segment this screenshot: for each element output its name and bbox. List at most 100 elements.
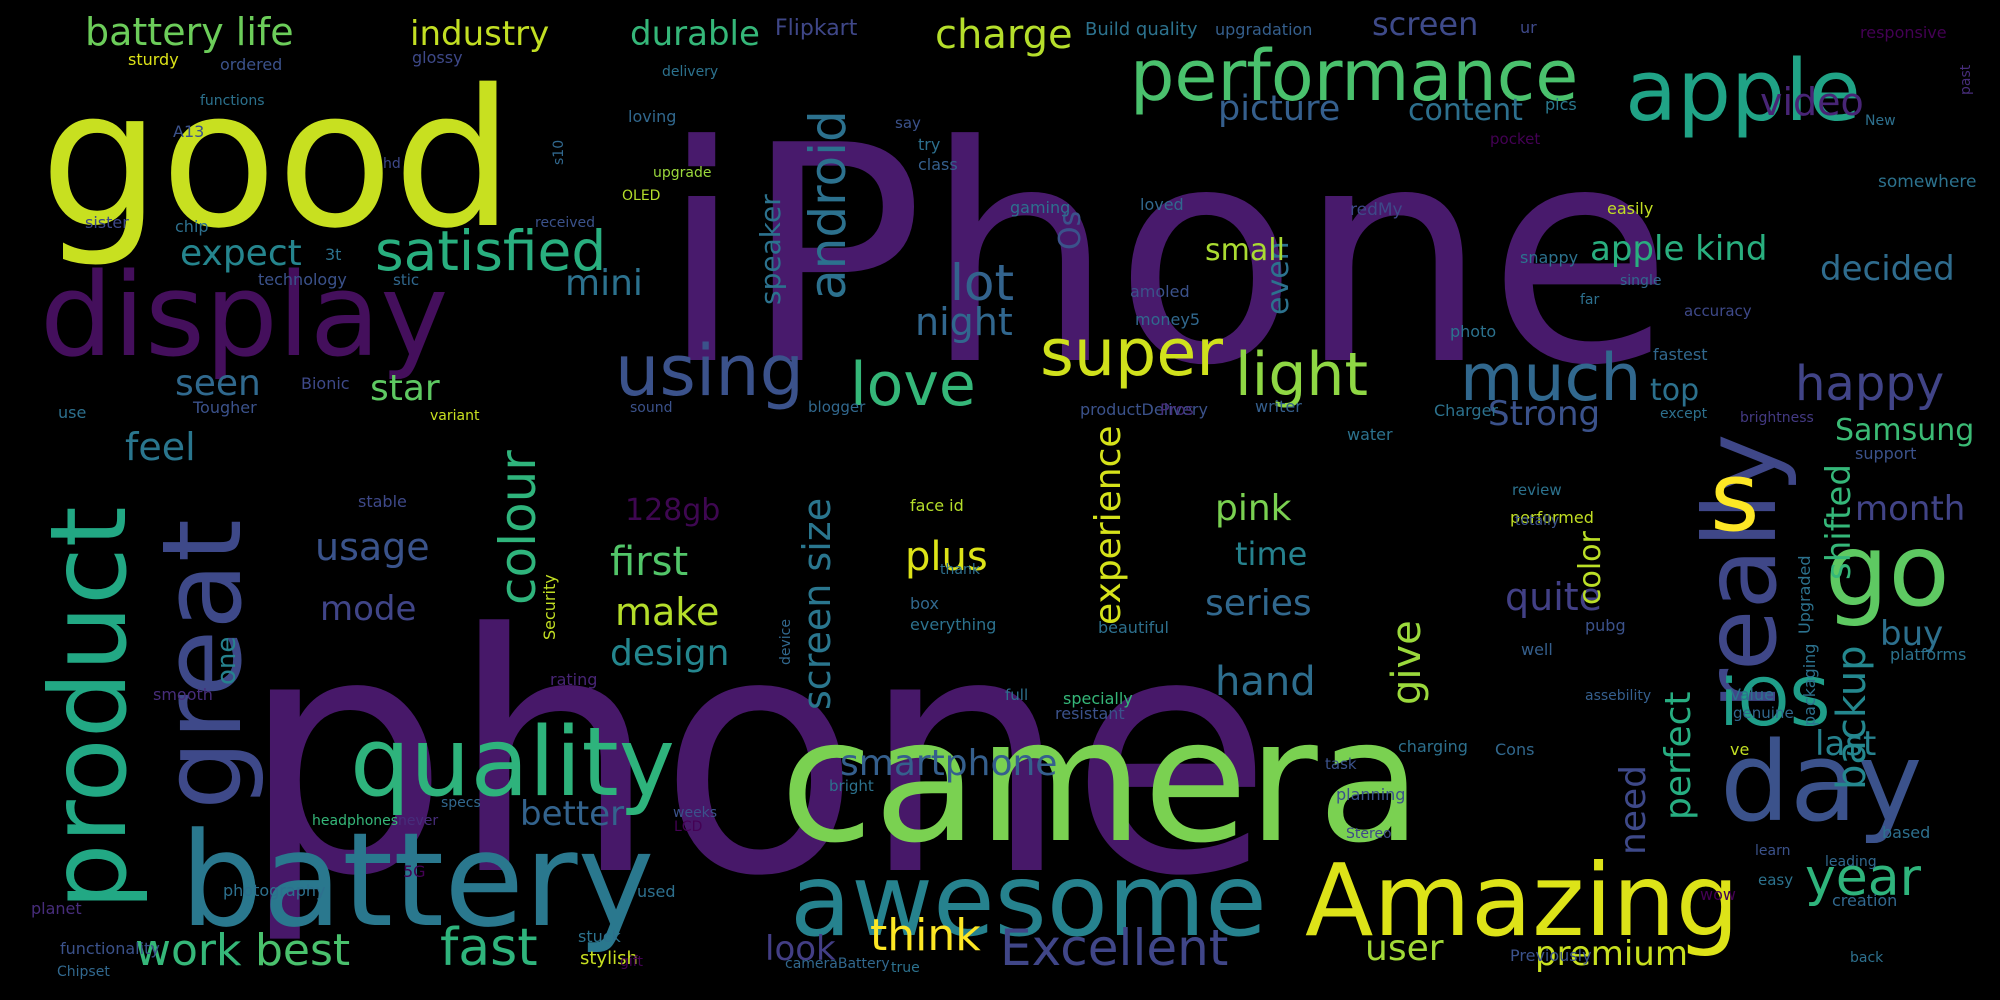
cloud-word: much [1460, 341, 1641, 416]
cloud-word: full [1005, 686, 1028, 704]
cloud-word: performed [1510, 508, 1594, 527]
cloud-word: say [895, 114, 921, 132]
cloud-word: Excellent [1000, 919, 1228, 977]
cloud-word: even [1261, 241, 1296, 315]
cloud-word: delivery [662, 64, 718, 80]
cloud-word: using [615, 330, 804, 412]
cloud-word: 5G [403, 862, 426, 881]
cloud-word: A13 [173, 122, 204, 141]
cloud-word: mini [565, 263, 643, 304]
cloud-word: upgradation [1215, 20, 1312, 39]
cloud-word: planet [31, 899, 82, 918]
cloud-word: expect [180, 233, 302, 274]
cloud-word: specially [1063, 689, 1133, 708]
cloud-word: well [1521, 640, 1553, 659]
cloud-word: money5 [1135, 310, 1200, 329]
cloud-word: fast [440, 918, 538, 978]
cloud-word: super [1040, 316, 1223, 391]
cloud-word: Bionic [301, 374, 350, 393]
cloud-word: fastest [1653, 345, 1708, 364]
cloud-word: camera [780, 683, 1422, 881]
cloud-word: month [1855, 489, 1965, 529]
cloud-word: cameraBattery [785, 956, 890, 972]
cloud-word: functions [200, 93, 264, 109]
cloud-word: except [1660, 406, 1708, 422]
cloud-word: battery [180, 804, 655, 956]
cloud-word: leading [1825, 854, 1877, 870]
cloud-word: apple [1625, 42, 1861, 141]
cloud-word: stic [393, 271, 419, 289]
cloud-word: photo [1450, 322, 1496, 341]
cloud-word: loving [628, 107, 676, 126]
cloud-word: ordered [220, 55, 282, 74]
cloud-word: Security [540, 574, 559, 640]
cloud-word: video [1760, 80, 1864, 124]
cloud-word: satisfied [375, 219, 606, 283]
cloud-word: sturdy [128, 50, 179, 69]
cloud-word: quite [1505, 575, 1602, 619]
cloud-word: Tougher [192, 398, 257, 417]
cloud-word: year [1805, 848, 1922, 908]
cloud-word: received [535, 215, 595, 231]
cloud-word: everything [910, 615, 996, 634]
cloud-word: really [1682, 434, 1799, 710]
cloud-word: seen [175, 363, 261, 404]
cloud-word: gaming [1010, 198, 1070, 217]
cloud-word: responsive [1860, 23, 1947, 42]
cloud-word: small [1205, 233, 1285, 268]
cloud-word: first [610, 539, 688, 585]
cloud-word: bright [829, 777, 874, 795]
cloud-word: light [1235, 340, 1368, 410]
cloud-word: shifted [1819, 464, 1859, 580]
cloud-word: series [1205, 583, 1312, 624]
cloud-word: water [1347, 425, 1393, 444]
cloud-word: ur [1520, 18, 1537, 37]
cloud-word: content [1408, 93, 1523, 128]
cloud-word: industry [410, 14, 549, 54]
cloud-word: Strong [1488, 394, 1600, 434]
cloud-word: easy [1758, 871, 1793, 889]
cloud-word: battery life [85, 10, 294, 54]
cloud-word: feel [125, 425, 196, 469]
cloud-word: great [138, 519, 266, 810]
cloud-word: display [40, 249, 448, 383]
cloud-word: awesome [790, 842, 1267, 959]
cloud-word: functionality [60, 939, 160, 958]
cloud-word: planning [1336, 785, 1405, 804]
cloud-word: good [40, 49, 514, 270]
cloud-word: buy [1880, 614, 1943, 654]
cloud-word: happy [1795, 356, 1944, 412]
cloud-word: time [1235, 535, 1307, 573]
cloud-word: Os [1053, 211, 1088, 250]
cloud-word: box [910, 594, 939, 613]
cloud-word: stylish [580, 948, 638, 969]
cloud-word: glossy [412, 48, 463, 67]
cloud-word: resistant [1055, 704, 1125, 723]
cloud-word: usage [315, 525, 430, 569]
cloud-word: rating [550, 670, 597, 689]
cloud-word: speaker [754, 194, 787, 305]
cloud-word: screen [1372, 5, 1478, 43]
cloud-word: best [255, 925, 350, 976]
cloud-word: iPhone [660, 82, 1673, 431]
cloud-word: never [398, 813, 438, 829]
cloud-word: gift [620, 954, 643, 970]
cloud-word: learn [1755, 843, 1790, 859]
cloud-word: Charger [1434, 401, 1498, 420]
cloud-word: hand [1215, 659, 1316, 705]
cloud-word: pics [1545, 95, 1577, 114]
cloud-word: stable [358, 492, 407, 511]
cloud-word: creation [1832, 891, 1897, 910]
cloud-word: device [778, 619, 794, 665]
cloud-word: apple kind [1590, 229, 1767, 269]
cloud-word: face id [910, 496, 964, 515]
cloud-word: productDelivery [1080, 400, 1208, 419]
cloud-word: picture [1218, 89, 1340, 129]
cloud-word: assebility [1585, 688, 1651, 704]
cloud-word: blogger [808, 398, 866, 416]
cloud-word: try [918, 135, 940, 154]
cloud-word: one [212, 637, 242, 685]
cloud-word: genuine [1733, 704, 1794, 722]
cloud-word: easily [1607, 199, 1653, 218]
